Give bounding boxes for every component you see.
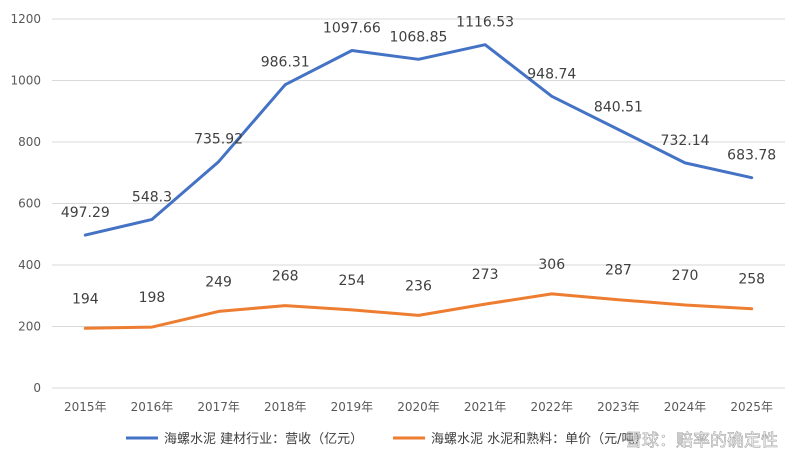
legend-label-2: 海螺水泥 水泥和熟料：单价（元/吨） bbox=[431, 431, 648, 447]
y-tick-label: 600 bbox=[18, 197, 41, 211]
series-line-2 bbox=[83, 292, 754, 330]
x-tick-label: 2025年 bbox=[730, 400, 773, 414]
x-tick-label: 2023年 bbox=[597, 400, 640, 414]
data-label: 1068.85 bbox=[390, 29, 448, 45]
data-labels: 497.29 548.3 735.92 986.31 1097.66 1068.85 111… bbox=[61, 15, 776, 308]
data-label: 236 bbox=[405, 278, 432, 294]
data-label: 1097.66 bbox=[323, 20, 381, 36]
data-label: 735.92 bbox=[194, 132, 243, 148]
x-tick-label: 2019年 bbox=[331, 400, 374, 414]
y-tick-label: 1000 bbox=[10, 74, 41, 88]
data-label: 497.29 bbox=[61, 205, 110, 221]
data-label: 683.78 bbox=[727, 148, 776, 164]
series-line-1 bbox=[83, 43, 754, 237]
data-label: 273 bbox=[472, 267, 499, 283]
y-axis-ticks: 0 200 400 600 800 1000 1200 bbox=[10, 12, 41, 395]
x-tick-label: 2015年 bbox=[64, 400, 107, 414]
legend: 海螺水泥 建材行业：营收（亿元） 海螺水泥 水泥和熟料：单价（元/吨） bbox=[126, 431, 648, 447]
legend-label-1: 海螺水泥 建材行业：营收（亿元） bbox=[164, 432, 363, 447]
data-label: 268 bbox=[272, 269, 299, 285]
x-tick-label: 2024年 bbox=[664, 400, 707, 414]
series-lines bbox=[83, 43, 754, 330]
data-label: 254 bbox=[338, 273, 365, 289]
data-label: 194 bbox=[72, 291, 99, 307]
y-tick-label: 200 bbox=[18, 320, 41, 334]
x-tick-label: 2016年 bbox=[131, 400, 174, 414]
y-tick-label: 0 bbox=[33, 381, 41, 395]
x-tick-label: 2021年 bbox=[464, 400, 507, 414]
watermark-text: 雪球：赔率的确定性 bbox=[625, 431, 778, 451]
data-label: 1116.53 bbox=[456, 15, 514, 31]
gridlines bbox=[52, 18, 785, 389]
y-tick-label: 800 bbox=[18, 135, 41, 149]
data-label: 732.14 bbox=[661, 133, 710, 149]
data-label: 548.3 bbox=[132, 189, 172, 205]
x-tick-label: 2018年 bbox=[264, 400, 307, 414]
y-tick-label: 1200 bbox=[10, 12, 41, 26]
x-tick-label: 2020年 bbox=[397, 400, 440, 414]
data-label: 840.51 bbox=[594, 100, 643, 116]
x-tick-label: 2017年 bbox=[197, 400, 240, 414]
y-tick-label: 400 bbox=[18, 258, 41, 272]
x-axis-ticks: 2015年 2016年 2017年 2018年 2019年 2020年 2021年 2022年… bbox=[64, 400, 773, 414]
data-label: 948.74 bbox=[527, 66, 576, 82]
data-label: 249 bbox=[205, 274, 232, 290]
data-label: 198 bbox=[139, 290, 166, 306]
x-tick-label: 2022年 bbox=[530, 400, 573, 414]
data-label: 270 bbox=[672, 268, 699, 284]
data-label: 986.31 bbox=[261, 55, 310, 71]
data-label: 258 bbox=[738, 272, 765, 288]
data-label: 306 bbox=[538, 257, 565, 273]
data-label: 287 bbox=[605, 263, 632, 279]
